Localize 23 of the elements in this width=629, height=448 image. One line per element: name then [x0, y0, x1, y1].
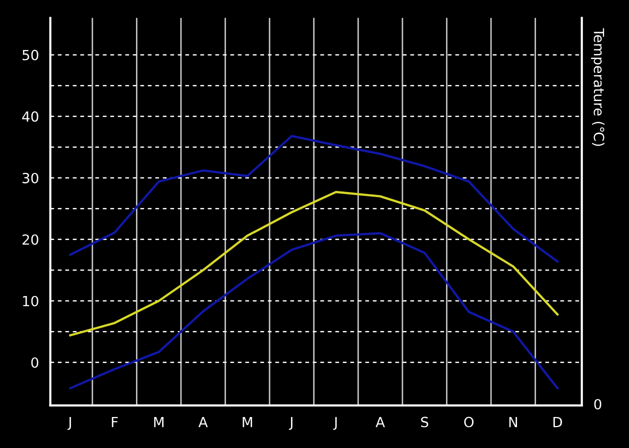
y2-axis-title: Temperature (℃) — [591, 28, 604, 146]
x-tick-label: F — [112, 416, 118, 428]
x-tick-label: A — [198, 416, 208, 428]
x-tick-label: J — [333, 416, 337, 430]
x-tick-label: D — [553, 416, 562, 428]
x-tick-label: J — [67, 416, 71, 430]
x-tick-label: S — [421, 416, 428, 428]
x-tick-label: N — [509, 416, 518, 428]
y-tick-label: 0 — [31, 357, 38, 368]
x-tick-label: O — [464, 416, 474, 428]
y-tick-label: 20 — [22, 234, 38, 245]
line-series — [69, 190, 559, 336]
x-tick-label: M — [242, 416, 252, 428]
line-series — [69, 134, 559, 263]
line-series — [69, 232, 559, 390]
y-tick-label: 30 — [22, 172, 38, 184]
y-tick-label: 10 — [23, 296, 38, 306]
text: 0 — [594, 398, 602, 410]
x-tick-label: A — [376, 416, 385, 428]
x-tick-label: J — [288, 416, 292, 430]
y-tick-label: 50 — [22, 50, 38, 60]
y-tick-label: 40 — [22, 111, 38, 122]
x-tick-label: M — [154, 416, 164, 428]
